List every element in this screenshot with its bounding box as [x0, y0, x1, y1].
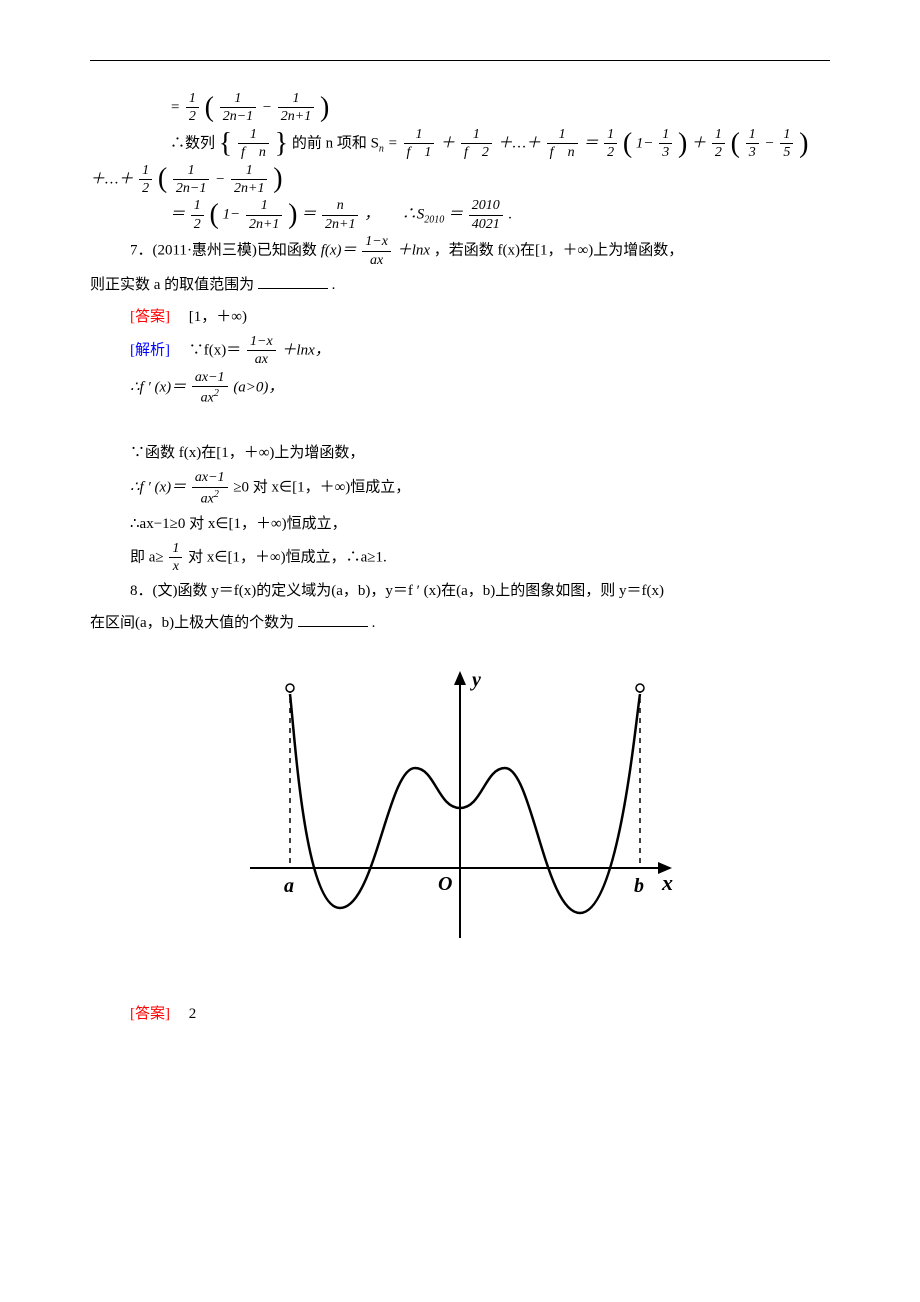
frac-1-2n-1: 1 2n−1	[218, 91, 258, 125]
q7-text2: ，若函数 f(x)在[1，＋∞)上为增函数，	[434, 242, 683, 258]
frac-1-2n+1b: 1 2n+1	[229, 163, 269, 197]
page: = 1 2 ( 1 2n−1 − 1 2n+1 ) ∴数列 { 1 f n } …	[0, 0, 920, 1302]
blank-7	[258, 273, 328, 289]
frac-half-5: 1 2	[189, 198, 206, 232]
frac-1-3b: 1 3	[744, 127, 761, 161]
top-rule	[90, 60, 830, 61]
lparen: (	[205, 94, 214, 122]
blank-8	[298, 611, 368, 627]
solution-7-l1: [解析] ∵f(x)＝ 1−x ax ＋lnx，	[90, 334, 830, 368]
question-8-cont: 在区间(a，b)上极大值的个数为 .	[90, 608, 830, 638]
rbrace: }	[275, 130, 288, 158]
frac-half: 1 2	[184, 91, 201, 125]
question-7-cont: 则正实数 a 的取值范围为 .	[90, 270, 830, 300]
frac-sol1: 1−x ax	[245, 334, 278, 368]
frac-half-4: 1 2	[137, 163, 154, 197]
question-8: 8．(文)函数 y＝f(x)的定义域为(a，b)，y＝f ′ (x)在(a，b)…	[90, 576, 830, 606]
lbrace: {	[219, 130, 232, 158]
eq-sign: =	[170, 99, 180, 115]
question-7: 7．(2011·惠州三模)已知函数 f(x)＝ 1−x ax ＋lnx ，若函数…	[90, 234, 830, 268]
svg-text:b: b	[634, 875, 644, 897]
graph-figure: y x Oa b	[90, 658, 830, 969]
answer-8-val: 2	[174, 1006, 197, 1022]
sequence-sum-line: ∴数列 { 1 f n } 的前 n 项和 Sn = 1 f 1 ＋ 1 f 2…	[90, 127, 830, 161]
q7-text3: 则正实数 a 的取值范围为	[90, 277, 254, 293]
answer-8: [答案] 2	[90, 999, 830, 1029]
eq-final: ＝ 1 2 ( 1− 1 2n+1 ) ＝ n 2n+1 ， ∴S2010 ＝ …	[90, 198, 830, 232]
frac-1-fn2: 1 f n	[545, 127, 580, 161]
frac-half-2: 1 2	[602, 127, 619, 161]
frac-sol4: ax−1 ax2	[190, 470, 230, 506]
q8-text2: 在区间(a，b)上极大值的个数为	[90, 615, 294, 631]
eq-line-1: = 1 2 ( 1 2n−1 − 1 2n+1 )	[90, 91, 830, 125]
svg-text:O: O	[438, 873, 452, 895]
derivative-graph: y x Oa b	[240, 658, 680, 958]
q8-text1: 8．(文)函数 y＝f(x)的定义域为(a，b)，y＝f ′ (x)在(a，b)…	[130, 583, 664, 599]
answer-7: [答案] [1，＋∞)	[90, 302, 830, 332]
frac-1-2n-1b: 1 2n−1	[171, 163, 211, 197]
frac-1-2n+1: 1 2n+1	[276, 91, 316, 125]
answer-label-8: [答案]	[130, 1006, 170, 1022]
rparen: )	[320, 94, 329, 122]
sum-text: 的前 n 项和 S	[292, 135, 379, 151]
q7-text1: 7．(2011·惠州三模)已知函数	[130, 242, 321, 258]
solution-7-l4: ∴f ′ (x)＝ ax−1 ax2 ≥0 对 x∈[1，＋∞)恒成立，	[90, 470, 830, 506]
solution-7-l3: ∵函数 f(x)在[1，＋∞)上为增函数，	[90, 438, 830, 468]
spacer	[90, 408, 830, 436]
solution-7-l5: ∴ax−1≥0 对 x∈[1，＋∞)恒成立，	[90, 509, 830, 539]
frac-1-5: 1 5	[778, 127, 795, 161]
frac-1-2n+1c: 1 2n+1	[244, 198, 284, 232]
frac-1-3: 1 3	[657, 127, 674, 161]
svg-text:y: y	[470, 669, 481, 691]
answer-7-val: [1，＋∞)	[174, 309, 247, 325]
frac-2010-4021: 2010 4021	[467, 198, 505, 232]
svg-text:a: a	[284, 875, 294, 897]
frac-n-2n+1: n 2n+1	[320, 198, 360, 232]
solution-label: [解析]	[130, 342, 170, 358]
frac-1-f1: 1 f 1	[402, 127, 437, 161]
solution-7-l6: 即 a≥ 1 x 对 x∈[1，＋∞)恒成立，∴a≥1.	[90, 541, 830, 575]
frac-1-x: 1 x	[167, 541, 184, 575]
svg-text:x: x	[661, 870, 673, 895]
frac-half-3: 1 2	[710, 127, 727, 161]
sequence-sum-line-2: ＋…＋ 1 2 ( 1 2n−1 − 1 2n+1 )	[90, 163, 830, 197]
minus: −	[262, 99, 272, 115]
frac-1-fn: 1 f n	[236, 127, 271, 161]
frac-1-f2: 1 f 2	[459, 127, 494, 161]
answer-label: [答案]	[130, 309, 170, 325]
frac-1-x-ax: 1−x ax	[360, 234, 393, 268]
solution-7-l2: ∴f ′ (x)＝ ax−1 ax2 (a>0)，	[90, 370, 830, 406]
frac-sol2: ax−1 ax2	[190, 370, 230, 406]
therefore-seq: ∴数列	[170, 135, 215, 151]
